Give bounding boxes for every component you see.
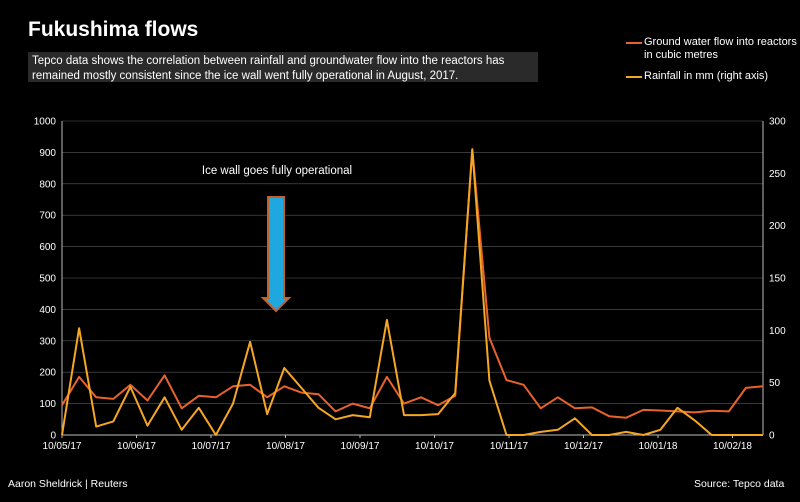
y-right-tick-label: 50 (769, 378, 781, 389)
x-tick-label: 10/09/17 (341, 441, 380, 452)
x-tick-label: 10/07/17 (192, 441, 231, 452)
x-tick-label: 10/08/17 (266, 441, 305, 452)
legend-label-rainfall: Rainfall in mm (right axis) (644, 70, 769, 82)
y-right-tick-label: 0 (769, 431, 775, 442)
y-right-tick-label: 200 (769, 221, 786, 232)
y-left-tick-label: 600 (39, 242, 56, 253)
source-text: Source: Tepco data (694, 478, 785, 490)
annotation-text: Ice wall goes fully operational (202, 165, 352, 177)
y-right-tick-label: 150 (769, 274, 786, 285)
series-line-rainfall (61, 148, 763, 436)
annotation-arrow (260, 196, 292, 313)
y-left-tick-label: 1000 (34, 117, 57, 128)
y-left-tick-label: 300 (39, 336, 56, 347)
y-left-tick-label: 200 (39, 368, 56, 379)
y-left-tick-label: 500 (39, 274, 56, 285)
series-line-groundwater (61, 148, 764, 419)
legend-swatch-groundwater (626, 42, 642, 44)
legend-swatch-rainfall (626, 76, 642, 78)
y-left-tick-label: 700 (39, 211, 56, 222)
y-right-tick-label: 250 (769, 169, 786, 180)
y-left-tick-label: 400 (39, 305, 56, 316)
x-tick-label: 10/06/17 (117, 441, 156, 452)
x-tick-label: 10/11/17 (490, 441, 529, 452)
x-tick-label: 10/02/18 (713, 441, 752, 452)
legend-label-groundwater: Ground water flow into reactors in cubic… (644, 36, 797, 61)
chart-subtitle: Tepco data shows the correlation between… (28, 52, 538, 82)
x-tick-label: 10/12/17 (564, 441, 603, 452)
chart-title: Fukushima flows (28, 18, 199, 41)
y-left-tick-label: 0 (50, 431, 56, 442)
y-right-tick-label: 300 (769, 117, 786, 128)
credit-text: Aaron Sheldrick | Reuters (8, 478, 128, 490)
y-left-tick-label: 900 (39, 148, 56, 159)
x-tick-label: 10/01/18 (639, 441, 678, 452)
x-tick-label: 10/10/17 (415, 441, 454, 452)
y-right-tick-label: 100 (769, 326, 786, 337)
x-tick-label: 10/05/17 (43, 441, 82, 452)
y-left-tick-label: 800 (39, 179, 56, 190)
y-left-tick-label: 100 (39, 399, 56, 410)
